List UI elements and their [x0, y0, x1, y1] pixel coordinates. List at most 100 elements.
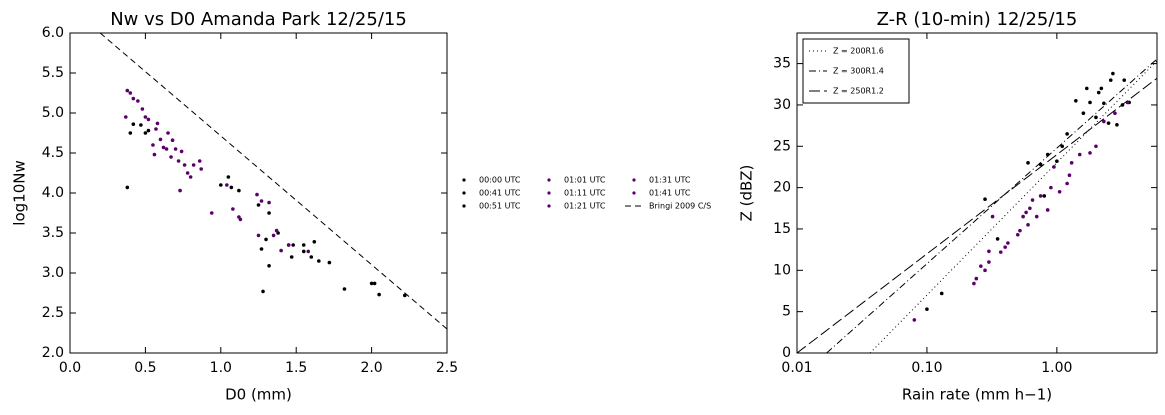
- data-point: [983, 268, 987, 273]
- data-point: [1049, 185, 1053, 190]
- data-point: [128, 131, 133, 135]
- legend-label: 01:01 UTC: [564, 176, 606, 185]
- data-point: [1094, 115, 1098, 120]
- data-point: [990, 214, 995, 219]
- y-tick-label: 5.5: [42, 65, 64, 81]
- fit-line: [826, 58, 1158, 354]
- data-point: [1057, 189, 1062, 194]
- legend-label: Z = 300R1.4: [833, 67, 884, 76]
- data-point: [1084, 86, 1089, 91]
- plot-frame: [69, 32, 448, 354]
- data-point: [1106, 121, 1111, 125]
- data-point: [219, 183, 223, 187]
- legend-marker: [547, 178, 551, 182]
- data-point: [1042, 194, 1047, 198]
- data-point: [983, 197, 987, 202]
- data-point: [309, 255, 314, 259]
- data-point: [1074, 99, 1078, 103]
- y-tick-label: 30: [773, 97, 791, 113]
- y-tick-label: 25: [773, 138, 791, 154]
- data-point: [301, 243, 306, 247]
- data-point: [176, 159, 181, 163]
- data-point: [1111, 71, 1115, 76]
- data-point: [972, 281, 976, 286]
- data-point: [1055, 159, 1059, 163]
- data-point: [143, 131, 148, 135]
- x-tick-label: 0.01: [781, 360, 812, 376]
- data-point: [987, 249, 991, 254]
- data-point: [1077, 152, 1082, 157]
- data-point: [267, 264, 271, 268]
- data-point: [123, 115, 128, 119]
- data-point: [158, 137, 163, 142]
- data-point: [939, 291, 944, 296]
- data-point: [1018, 228, 1022, 233]
- legend-marker: [462, 178, 466, 182]
- data-point: [136, 99, 140, 103]
- legend-marker: [462, 204, 466, 208]
- data-point: [377, 292, 381, 297]
- data-point: [238, 217, 243, 222]
- data-point: [998, 250, 1003, 254]
- y-tick-label: 5.0: [42, 105, 64, 121]
- data-point: [1096, 90, 1101, 95]
- data-point: [155, 121, 160, 126]
- y-axis-label: log10Nw: [11, 160, 29, 225]
- legend-label: Bringi 2009 C/S: [649, 202, 711, 211]
- data-point: [185, 171, 190, 175]
- legend-label: 01:11 UTC: [564, 189, 606, 198]
- legend-marker: [547, 204, 551, 208]
- y-tick-label: 4.0: [42, 185, 64, 201]
- data-point: [1028, 206, 1032, 211]
- data-point: [1024, 210, 1028, 215]
- data-point: [342, 287, 347, 291]
- x-tick-label: 0.10: [911, 360, 942, 376]
- legend-label: 00:41 UTC: [479, 189, 521, 198]
- data-point: [209, 211, 214, 215]
- data-point: [146, 128, 151, 133]
- data-point: [1099, 86, 1104, 91]
- data-point: [1015, 232, 1020, 237]
- data-point: [1045, 208, 1050, 212]
- data-point: [128, 91, 133, 95]
- data-point: [164, 147, 169, 151]
- data-point: [1102, 101, 1106, 106]
- data-point: [179, 149, 184, 154]
- legend-label: Z = 200R1.6: [833, 47, 884, 56]
- x-axis-label: Rain rate (mm h−1): [902, 386, 1052, 404]
- data-point: [259, 247, 264, 251]
- data-point: [1065, 181, 1069, 186]
- data-point: [1034, 214, 1039, 219]
- y-tick-label: 0: [782, 345, 791, 361]
- x-tick-label: 2.0: [360, 360, 382, 376]
- x-tick-label: 2.5: [436, 360, 458, 376]
- x-tick-label: 1.0: [210, 360, 232, 376]
- data-point: [372, 281, 377, 286]
- data-point: [143, 115, 148, 119]
- data-point: [264, 237, 268, 242]
- legend-label: 01:41 UTC: [649, 189, 691, 198]
- data-point: [154, 127, 158, 131]
- chart-title: Nw vs D0 Amanda Park 12/25/15: [110, 9, 407, 30]
- data-point: [279, 248, 283, 253]
- data-point: [1060, 144, 1065, 149]
- data-point: [306, 249, 311, 254]
- data-point: [912, 318, 917, 322]
- data-point: [1115, 122, 1119, 127]
- data-point: [152, 152, 157, 157]
- y-tick-label: 2.5: [42, 305, 64, 321]
- data-point: [146, 117, 151, 122]
- data-point: [1026, 161, 1030, 165]
- fit-line: [869, 60, 1158, 354]
- data-point: [1052, 165, 1056, 169]
- data-point: [1003, 245, 1007, 249]
- data-point: [261, 289, 265, 294]
- legend-label: 00:00 UTC: [479, 176, 521, 185]
- data-point: [139, 123, 143, 127]
- data-point: [1113, 111, 1117, 116]
- data-point: [140, 107, 145, 111]
- data-point: [1067, 173, 1072, 178]
- data-point: [402, 293, 407, 298]
- data-point: [225, 183, 229, 187]
